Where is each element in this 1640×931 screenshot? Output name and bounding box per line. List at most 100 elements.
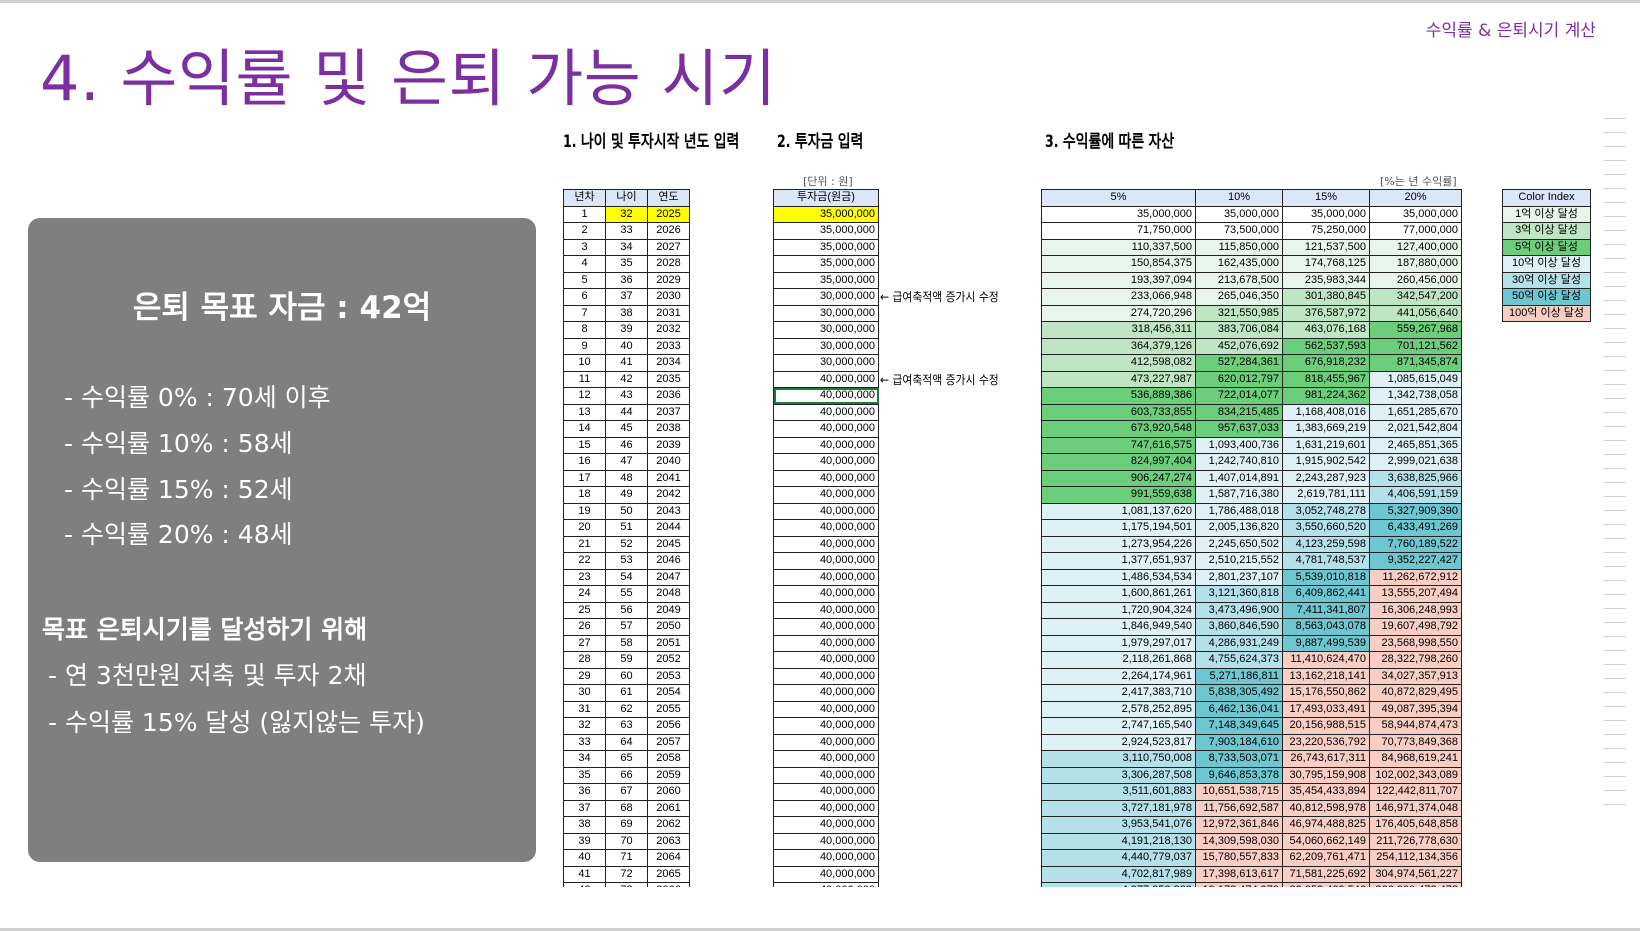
asset-value-cell[interactable]: 2,021,542,804 [1369, 420, 1462, 438]
investment-cell[interactable]: 30,000,000 [773, 354, 879, 372]
age-cell[interactable]: 66 [605, 766, 648, 784]
year-cell[interactable]: 2034 [647, 354, 690, 372]
investment-cell[interactable]: 30,000,000 [773, 337, 879, 355]
asset-value-cell[interactable]: 383,706,084 [1195, 321, 1283, 339]
year-cell[interactable]: 2037 [647, 403, 690, 421]
asset-value-cell[interactable]: 4,755,624,373 [1195, 651, 1283, 669]
asset-value-cell[interactable]: 2,264,174,961 [1041, 667, 1196, 685]
investment-cell[interactable]: 35,000,000 [773, 271, 879, 289]
asset-value-cell[interactable]: 3,511,601,883 [1041, 783, 1196, 801]
age-cell[interactable]: 71 [605, 849, 648, 867]
investment-cell[interactable]: 40,000,000 [773, 717, 879, 735]
asset-value-cell[interactable]: 1,168,408,016 [1282, 403, 1370, 421]
year-cell[interactable]: 2044 [647, 519, 690, 537]
investment-cell[interactable]: 40,000,000 [773, 651, 879, 669]
age-cell[interactable]: 37 [605, 288, 648, 306]
age-cell[interactable]: 35 [605, 255, 648, 273]
age-cell[interactable]: 64 [605, 733, 648, 751]
year-cell[interactable]: 2063 [647, 832, 690, 850]
investment-cell[interactable]: 40,000,000 [773, 684, 879, 702]
asset-value-cell[interactable]: 162,435,000 [1195, 255, 1283, 273]
asset-value-cell[interactable]: 1,383,669,219 [1282, 420, 1370, 438]
year-index-cell[interactable]: 21 [563, 535, 606, 553]
age-cell[interactable]: 50 [605, 502, 648, 520]
year-index-cell[interactable]: 23 [563, 568, 606, 586]
asset-value-cell[interactable]: 58,944,874,473 [1369, 717, 1462, 735]
year-cell[interactable]: 2028 [647, 255, 690, 273]
year-cell[interactable]: 2027 [647, 238, 690, 256]
asset-value-cell[interactable]: 75,250,000 [1282, 222, 1370, 240]
asset-value-cell[interactable]: 834,215,485 [1195, 403, 1283, 421]
asset-value-cell[interactable]: 1,085,615,049 [1369, 370, 1462, 388]
asset-value-cell[interactable]: 3,110,750,008 [1041, 750, 1196, 768]
year-cell[interactable]: 2039 [647, 436, 690, 454]
year-cell[interactable]: 2043 [647, 502, 690, 520]
age-cell[interactable]: 44 [605, 403, 648, 421]
asset-value-cell[interactable]: 127,400,000 [1369, 238, 1462, 256]
investment-cell[interactable]: 40,000,000 [773, 453, 879, 471]
year-index-cell[interactable]: 7 [563, 304, 606, 322]
asset-value-cell[interactable]: 366,009,473,473 [1369, 882, 1462, 887]
year-cell[interactable]: 2026 [647, 222, 690, 240]
year-index-cell[interactable]: 40 [563, 849, 606, 867]
investment-cell[interactable]: 35,000,000 [773, 255, 879, 273]
year-index-cell[interactable]: 15 [563, 436, 606, 454]
age-cell[interactable]: 33 [605, 222, 648, 240]
year-cell[interactable]: 2052 [647, 651, 690, 669]
asset-value-cell[interactable]: 35,454,433,894 [1282, 783, 1370, 801]
asset-value-cell[interactable]: 16,306,248,993 [1369, 601, 1462, 619]
asset-value-cell[interactable]: 318,456,311 [1041, 321, 1196, 339]
asset-value-cell[interactable]: 14,309,598,030 [1195, 832, 1283, 850]
age-cell[interactable]: 58 [605, 634, 648, 652]
investment-cell[interactable]: 40,000,000 [773, 700, 879, 718]
asset-value-cell[interactable]: 213,678,500 [1195, 271, 1283, 289]
year-cell[interactable]: 2030 [647, 288, 690, 306]
asset-value-cell[interactable]: 2,924,523,817 [1041, 733, 1196, 751]
asset-value-cell[interactable]: 193,397,094 [1041, 271, 1196, 289]
age-cell[interactable]: 70 [605, 832, 648, 850]
asset-value-cell[interactable]: 1,651,285,670 [1369, 403, 1462, 421]
asset-value-cell[interactable]: 4,440,779,037 [1041, 849, 1196, 867]
year-index-cell[interactable]: 14 [563, 420, 606, 438]
asset-value-cell[interactable]: 15,780,557,833 [1195, 849, 1283, 867]
investment-cell[interactable]: 35,000,000 [773, 222, 879, 240]
asset-value-cell[interactable]: 1,081,137,620 [1041, 502, 1196, 520]
year-cell[interactable]: 2046 [647, 552, 690, 570]
asset-value-cell[interactable]: 673,920,548 [1041, 420, 1196, 438]
asset-value-cell[interactable]: 3,953,541,076 [1041, 816, 1196, 834]
asset-value-cell[interactable]: 871,345,874 [1369, 354, 1462, 372]
investment-cell[interactable]: 40,000,000 [773, 486, 879, 504]
asset-value-cell[interactable]: 62,209,761,471 [1282, 849, 1370, 867]
year-cell[interactable]: 2058 [647, 750, 690, 768]
year-cell[interactable]: 2033 [647, 337, 690, 355]
year-cell[interactable]: 2059 [647, 766, 690, 784]
year-index-cell[interactable]: 26 [563, 618, 606, 636]
asset-value-cell[interactable]: 5,271,186,811 [1195, 667, 1283, 685]
year-cell[interactable]: 2060 [647, 783, 690, 801]
asset-value-cell[interactable]: 452,076,692 [1195, 337, 1283, 355]
year-cell[interactable]: 2064 [647, 849, 690, 867]
asset-value-cell[interactable]: 722,014,077 [1195, 387, 1283, 405]
investment-cell[interactable]: 40,000,000 [773, 568, 879, 586]
year-index-cell[interactable]: 35 [563, 766, 606, 784]
asset-value-cell[interactable]: 376,587,972 [1282, 304, 1370, 322]
investment-cell[interactable]: 40,000,000 [773, 816, 879, 834]
asset-value-cell[interactable]: 2,005,136,820 [1195, 519, 1283, 537]
year-cell[interactable]: 2051 [647, 634, 690, 652]
year-index-cell[interactable]: 42 [563, 882, 606, 887]
asset-value-cell[interactable]: 17,493,033,491 [1282, 700, 1370, 718]
age-cell[interactable]: 69 [605, 816, 648, 834]
asset-value-cell[interactable]: 9,887,499,539 [1282, 634, 1370, 652]
asset-value-cell[interactable]: 9,646,853,378 [1195, 766, 1283, 784]
year-cell[interactable]: 2036 [647, 387, 690, 405]
asset-value-cell[interactable]: 1,273,954,226 [1041, 535, 1196, 553]
asset-value-cell[interactable]: 211,726,778,630 [1369, 832, 1462, 850]
year-index-cell[interactable]: 29 [563, 667, 606, 685]
asset-value-cell[interactable]: 35,000,000 [1282, 205, 1370, 223]
asset-value-cell[interactable]: 1,242,740,810 [1195, 453, 1283, 471]
asset-value-cell[interactable]: 3,860,846,590 [1195, 618, 1283, 636]
asset-value-cell[interactable]: 6,433,491,269 [1369, 519, 1462, 537]
year-cell[interactable]: 2025 [647, 205, 690, 223]
year-index-cell[interactable]: 30 [563, 684, 606, 702]
year-index-cell[interactable]: 38 [563, 816, 606, 834]
